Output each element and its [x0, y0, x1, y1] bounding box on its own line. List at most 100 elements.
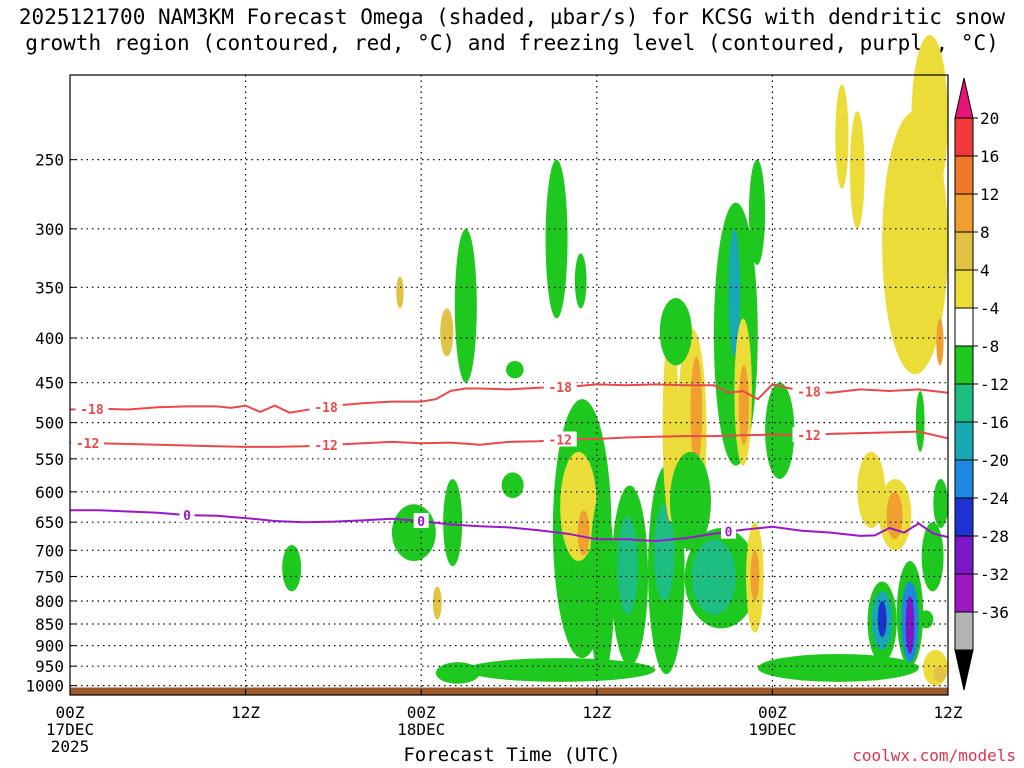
contour-label--18: -18: [797, 385, 821, 400]
omega-area-green: [940, 491, 948, 523]
contour-label--18: -18: [548, 381, 572, 396]
colorbar-band: [954, 231, 974, 271]
colorbar-label: -4: [980, 299, 999, 318]
colorbar-top-triangle: [954, 77, 974, 119]
colorbar-band: [954, 269, 974, 309]
omega-area-teal: [617, 516, 638, 615]
colorbar-band: [954, 421, 974, 461]
source-credit: coolwx.com/models: [852, 746, 1016, 765]
omega-area-orange: [936, 318, 944, 366]
contour-label--18: -18: [80, 403, 104, 418]
contour-layer: -18 -18 -18 -18 -12 -12 -12 -12 0 0 0: [69, 379, 949, 543]
y-tick-label-250: 250: [35, 151, 64, 170]
ground-layer: [70, 687, 948, 695]
colorbar-label: 4: [980, 261, 990, 280]
omega-area-green: [574, 253, 587, 309]
y-tick-label-900: 900: [35, 637, 64, 656]
colorbar-label: -20: [980, 451, 1009, 470]
contour-label-bg: [792, 426, 826, 442]
omega-area-green: [282, 544, 302, 592]
contour-line-0: [70, 509, 949, 543]
omega-area-cyan: [728, 228, 741, 357]
colorbar-band: [954, 193, 974, 233]
omega-area-orange: [738, 365, 749, 445]
omega-area-green: [915, 391, 925, 452]
omega-area-orange: [577, 510, 590, 556]
colorbar-label: -12: [980, 375, 1009, 394]
omega-area-orange: [690, 356, 703, 466]
contour-label-bg: [543, 431, 577, 447]
colorbar-band: [954, 155, 974, 195]
colorbar-label: -28: [980, 527, 1009, 546]
title-line-2: growth region (contoured, red, °C) and f…: [25, 31, 999, 55]
contour-label-bg: [792, 383, 826, 399]
omega-area-green: [506, 360, 524, 379]
x-tick-label-4-1: 19DEC: [748, 720, 796, 739]
y-tick-label-850: 850: [35, 615, 64, 634]
omega-area-green: [921, 522, 944, 592]
y-tick-label-450: 450: [35, 374, 64, 393]
omega-area-green: [589, 491, 615, 678]
omega-area-green: [391, 504, 436, 561]
colorbar-label: 12: [980, 185, 999, 204]
omega-area-green: [454, 228, 477, 383]
omega-area-gold: [440, 308, 454, 357]
omega-area-green: [757, 653, 919, 682]
colorbar-label: 20: [980, 109, 999, 128]
y-tick-label-400: 400: [35, 329, 64, 348]
omega-shading-layer: [282, 35, 949, 686]
x-tick-label-2-1: 18DEC: [397, 720, 445, 739]
omega-area-yellow: [857, 451, 886, 528]
contour-label-bg: [309, 398, 343, 414]
chart-title: 2025121700 NAM3KM Forecast Omega (shaded…: [0, 4, 1024, 56]
colorbar-band: [954, 117, 974, 157]
colorbar-band: [954, 459, 974, 499]
y-tick-label-350: 350: [35, 278, 64, 297]
colorbar-label: -36: [980, 603, 1009, 622]
omega-area-green: [659, 298, 692, 366]
omega-area-yellow: [835, 84, 849, 189]
colorbar-band: [954, 573, 974, 613]
contour-label-bg: [309, 437, 343, 453]
contour-label-bg: [543, 379, 577, 395]
colorbar-label: -8: [980, 337, 999, 356]
contour-label--18: -18: [314, 401, 338, 416]
x-tick-label-4-0: 00Z: [758, 703, 787, 722]
y-tick-label-950: 950: [35, 657, 64, 676]
omega-area-green: [748, 159, 766, 265]
omega-area-teal: [691, 539, 736, 615]
omega-area-orange: [750, 550, 760, 601]
omega-area-yellow: [849, 111, 865, 229]
y-tick-label-1000: 1000: [25, 677, 64, 696]
contour-label-bg: [413, 513, 429, 529]
colorbar-band: [954, 307, 974, 347]
omega-area-green: [443, 478, 463, 567]
contour-label--12: -12: [76, 437, 99, 452]
x-axis-label: Forecast Time (UTC): [403, 744, 621, 766]
contour-label--12: -12: [548, 434, 571, 449]
contour-label-0: 0: [183, 509, 191, 524]
y-tick-label-750: 750: [35, 567, 64, 586]
x-tick-label-0-1: 17DEC: [46, 720, 94, 739]
contour-label-0: 0: [725, 526, 733, 541]
colorbar-band: [954, 535, 974, 575]
x-tick-label-2-0: 00Z: [407, 703, 436, 722]
colorbar-label: -32: [980, 565, 1009, 584]
axis-layer: 250 300 350 400 450 500 550 600 650 700 750 800 850 9…: [25, 74, 963, 756]
contour-label-bg: [179, 507, 195, 523]
x-tick-label-1-0: 12Z: [231, 703, 260, 722]
colorbar-label: 8: [980, 223, 990, 242]
contour-label--12: -12: [314, 439, 337, 454]
y-tick-label-600: 600: [35, 483, 64, 502]
title-line-1: 2025121700 NAM3KM Forecast Omega (shaded…: [18, 5, 1006, 29]
colorbar-label: -24: [980, 489, 1009, 508]
y-tick-label-700: 700: [35, 541, 64, 560]
omega-area-gold: [933, 666, 947, 682]
colorbar: 20 16 12 8 4 -4 -8 -12 -16 -20 -24 -28 -32 -36: [954, 77, 1009, 691]
grid-layer: [70, 75, 948, 695]
x-tick-label-0-2: 2025: [51, 737, 90, 756]
omega-area-green: [545, 159, 568, 319]
omega-area-green: [501, 472, 524, 499]
omega-area-gold: [432, 586, 442, 620]
contour-label-bg: [721, 523, 736, 539]
